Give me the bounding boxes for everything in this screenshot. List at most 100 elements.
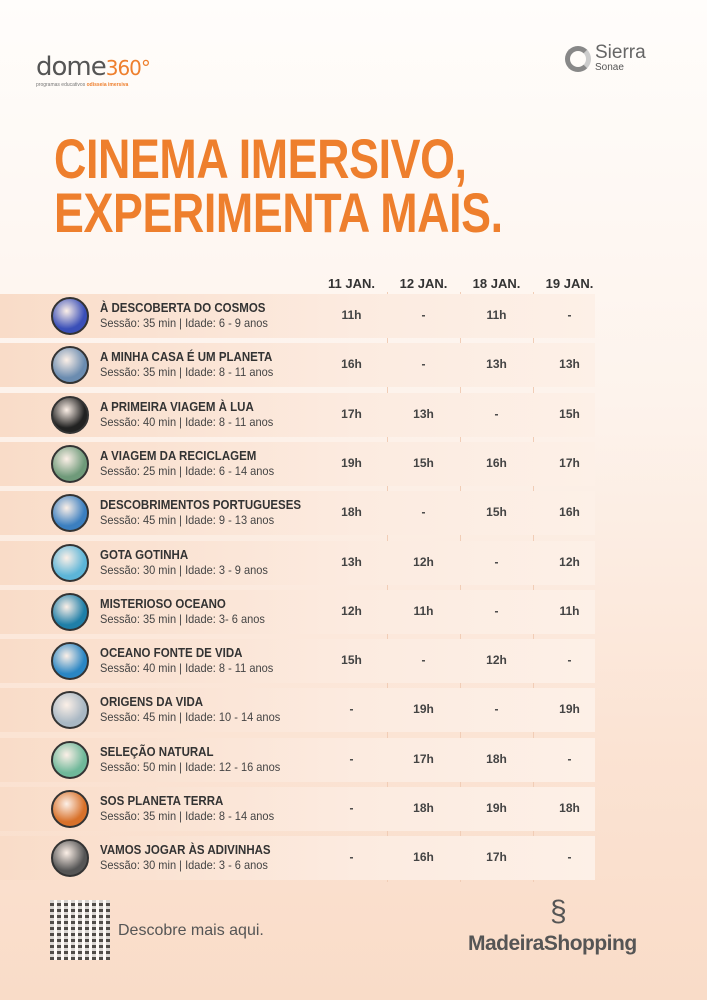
session-info: Sessão: 35 min | Idade: 8 - 14 anos xyxy=(100,809,275,823)
time-cell: 18h xyxy=(486,751,507,766)
session-info: Sessão: 35 min | Idade: 3- 6 anos xyxy=(100,611,265,626)
session-name: VAMOS JOGAR ÀS ADIVINHAS xyxy=(100,843,271,858)
time-cell: - xyxy=(567,751,572,766)
sierra-ring-icon xyxy=(565,45,591,72)
session-info: Sessão: 30 min | Idade: 3 - 9 anos xyxy=(100,562,268,577)
time-cell: 12h xyxy=(413,554,434,569)
time-cell: - xyxy=(567,850,572,865)
time-cell: - xyxy=(494,603,499,618)
session-name: DESCOBRIMENTOS PORTUGUESES xyxy=(100,498,302,513)
table-row: OCEANO FONTE DE VIDA Sessão: 40 min | Id… xyxy=(0,639,595,684)
table-row: MISTERIOSO OCEANO Sessão: 35 min | Idade… xyxy=(0,589,595,634)
time-cell: 16h xyxy=(413,850,434,865)
session-thumbnail-icon xyxy=(51,592,89,631)
time-cell: 19h xyxy=(559,702,580,717)
session-name: A MINHA CASA É UM PLANETA xyxy=(100,350,273,365)
session-info: Sessão: 50 min | Idade: 12 - 16 anos xyxy=(100,759,281,774)
session-thumbnail-icon xyxy=(51,297,89,335)
session-info: Sessão: 45 min | Idade: 10 - 14 anos xyxy=(100,710,281,725)
time-cell: - xyxy=(349,801,354,815)
dome360-logo: dome360° programas educativos odisseia i… xyxy=(36,52,151,88)
time-cell: - xyxy=(567,308,572,322)
time-cell: - xyxy=(421,357,426,372)
time-cell: 15h xyxy=(486,505,507,520)
time-cell: 17h xyxy=(486,850,507,865)
time-cell: 13h xyxy=(413,406,434,421)
session-name: SELEÇÃO NATURAL xyxy=(100,744,214,759)
table-row: À DESCOBERTA DO COSMOS Sessão: 35 min | … xyxy=(0,294,595,338)
column-divider xyxy=(460,292,461,882)
session-info: Sessão: 35 min | Idade: 8 - 11 anos xyxy=(100,365,274,380)
time-cell: 15h xyxy=(559,406,580,421)
time-cell: 12h xyxy=(341,603,362,618)
session-name: ORIGENS DA VIDA xyxy=(100,695,204,710)
sierra-sonae-logo: Sierra Sonae xyxy=(565,43,646,73)
time-cell: - xyxy=(421,653,426,668)
column-header: 19 JAN. xyxy=(545,276,594,291)
session-thumbnail-icon xyxy=(51,346,89,385)
qr-code[interactable] xyxy=(50,900,110,960)
madeira-flame-icon: § xyxy=(550,895,567,928)
time-cell: - xyxy=(349,850,354,865)
time-cell: 11h xyxy=(341,308,362,322)
time-cell: 11h xyxy=(413,603,434,618)
session-thumbnail-icon xyxy=(51,642,89,681)
session-thumbnail-icon xyxy=(51,691,89,730)
session-name: GOTA GOTINHA xyxy=(100,547,189,562)
time-cell: 13h xyxy=(341,554,362,569)
column-header: 12 JAN. xyxy=(399,276,448,291)
time-cell: - xyxy=(494,554,499,569)
time-cell: 13h xyxy=(486,357,507,372)
session-info: Sessão: 25 min | Idade: 6 - 14 anos xyxy=(100,463,275,478)
time-cell: 11h xyxy=(486,308,507,322)
table-row: ORIGENS DA VIDA Sessão: 45 min | Idade: … xyxy=(0,688,595,733)
time-cell: 16h xyxy=(341,357,362,372)
session-info: Sessão: 40 min | Idade: 8 - 11 anos xyxy=(100,661,274,676)
column-header: 11 JAN. xyxy=(328,276,375,291)
session-thumbnail-icon xyxy=(51,790,89,828)
time-cell: 17h xyxy=(413,751,434,766)
table-row: A MINHA CASA É UM PLANETA Sessão: 35 min… xyxy=(0,343,595,388)
page-title: CINEMA IMERSIVO, EXPERIMENTA MAIS. xyxy=(54,127,503,244)
session-thumbnail-icon xyxy=(51,444,89,483)
table-row: A PRIMEIRA VIAGEM À LUA Sessão: 40 min |… xyxy=(0,392,595,437)
session-thumbnail-icon xyxy=(51,740,89,779)
session-thumbnail-icon xyxy=(51,543,89,582)
session-name: MISTERIOSO OCEANO xyxy=(100,596,226,611)
session-name: OCEANO FONTE DE VIDA xyxy=(100,646,243,661)
table-row: SOS PLANETA TERRA Sessão: 35 min | Idade… xyxy=(0,787,595,831)
session-thumbnail-icon xyxy=(51,839,89,878)
time-cell: 13h xyxy=(559,357,580,372)
madeirashopping-logo: MadeiraShopping xyxy=(468,932,637,955)
session-name: A PRIMEIRA VIAGEM À LUA xyxy=(100,399,254,414)
time-cell: - xyxy=(421,505,426,520)
session-info: Sessão: 35 min | Idade: 6 - 9 anos xyxy=(100,316,268,330)
session-thumbnail-icon xyxy=(51,494,89,533)
time-cell: 18h xyxy=(559,801,580,815)
session-info: Sessão: 45 min | Idade: 9 - 13 anos xyxy=(100,513,275,528)
time-cell: 17h xyxy=(559,455,580,470)
time-cell: 16h xyxy=(486,455,507,470)
time-cell: 19h xyxy=(413,702,434,717)
column-divider xyxy=(387,292,388,882)
time-cell: - xyxy=(349,702,354,717)
session-info: Sessão: 40 min | Idade: 8 - 11 anos xyxy=(100,414,274,429)
time-cell: - xyxy=(567,653,572,668)
time-cell: - xyxy=(494,702,499,717)
time-cell: 15h xyxy=(413,455,434,470)
time-cell: 18h xyxy=(341,505,362,520)
table-row: GOTA GOTINHA Sessão: 30 min | Idade: 3 -… xyxy=(0,540,595,585)
column-divider xyxy=(533,292,534,882)
session-thumbnail-icon xyxy=(51,395,89,434)
time-cell: 17h xyxy=(341,406,362,421)
time-cell: 12h xyxy=(559,554,580,569)
time-cell: - xyxy=(421,308,426,322)
session-info: Sessão: 30 min | Idade: 3 - 6 anos xyxy=(100,858,268,873)
cta-text: Descobre mais aqui. xyxy=(118,922,264,939)
session-name: SOS PLANETA TERRA xyxy=(100,794,224,808)
column-header: 18 JAN. xyxy=(472,276,521,291)
table-row: DESCOBRIMENTOS PORTUGUESES Sessão: 45 mi… xyxy=(0,491,595,536)
table-row: SELEÇÃO NATURAL Sessão: 50 min | Idade: … xyxy=(0,737,595,782)
time-cell: 18h xyxy=(413,801,434,815)
session-name: A VIAGEM DA RECICLAGEM xyxy=(100,448,257,463)
